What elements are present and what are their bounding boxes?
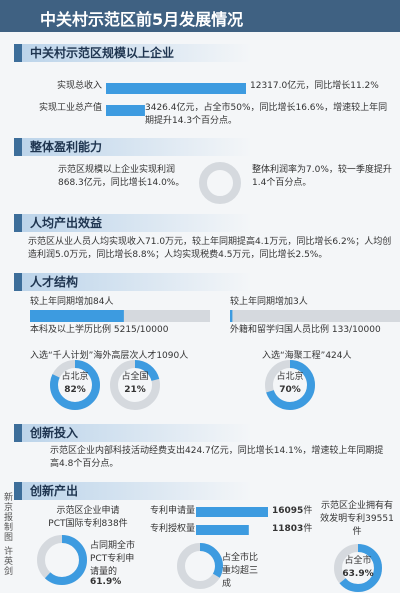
- title: 中关村示范区前5月发展情况: [40, 10, 244, 29]
- bar-label: 专利申请量: [150, 506, 196, 516]
- talent-text: 入选“海聚工程”424人: [262, 351, 352, 361]
- section-title: 人才结构: [30, 275, 79, 289]
- bar: [106, 83, 246, 94]
- bar-label: 实现总收入: [56, 81, 102, 91]
- ring-value: 70%: [279, 385, 301, 395]
- section-title: 中关村示范区规模以上企业: [30, 46, 175, 60]
- section-bar: [14, 424, 252, 442]
- bar-text: 12317.0亿元，同比增长11.2%: [250, 81, 379, 91]
- paragraph: 示范区企业拥有有效发明专利39551件: [320, 501, 394, 537]
- section-title: 创新产出: [30, 484, 79, 498]
- bar: [196, 525, 249, 535]
- ring-value: 82%: [64, 385, 86, 395]
- bar: [196, 507, 268, 517]
- ring: [334, 544, 382, 592]
- ring-value: 63.9%: [342, 569, 374, 579]
- decorative-ring: [177, 162, 241, 589]
- bar-value: 11803: [272, 524, 304, 534]
- bar: [30, 310, 124, 322]
- unit: 件: [303, 506, 313, 516]
- bar-label: 实现工业总产值: [38, 103, 102, 113]
- section-title: 人均产出效益: [30, 216, 103, 230]
- paragraph: 占同期全市PCT专利申请量的: [90, 541, 136, 577]
- section-bar: [14, 44, 252, 62]
- ring-caption: 占北京: [276, 372, 304, 382]
- ring: [110, 360, 160, 410]
- ring-caption: 占全市: [344, 556, 372, 566]
- bar-value: 16095: [272, 506, 304, 516]
- ring: [265, 360, 315, 410]
- bar-label: 专利授权量: [150, 524, 196, 534]
- paragraph: 占全市比重均超三成: [222, 553, 259, 589]
- paragraph: 示范区企业内部科技活动经费支出424.7亿元，同比增长14.1%，增速较上年同期…: [50, 446, 384, 469]
- credit: 新京报制图 许英剑: [2, 492, 12, 576]
- section-bar: [14, 138, 252, 156]
- section-bar: [14, 482, 252, 500]
- bar-text: 3426.4亿元，占全市50%，同比增长16.6%，增速较上年同期提升14.3个…: [145, 103, 388, 126]
- ratio-note: 较上年同期增加3人: [230, 297, 308, 307]
- ring-caption: 占全国: [121, 372, 149, 382]
- ring-value: 21%: [124, 385, 146, 395]
- header: [0, 0, 400, 32]
- ratio-note: 较上年同期增加84人: [30, 297, 114, 307]
- section-bar: [14, 214, 252, 232]
- unit: 件: [303, 524, 313, 534]
- ring: [37, 535, 87, 585]
- paragraph: 整体利润率为7.0%，较一季度提升1.4个百分点。: [252, 165, 392, 188]
- bar: [106, 105, 145, 116]
- talent-text: 入选“千人计划”海外高层次人才1090人: [30, 351, 189, 361]
- ring-caption: 占北京: [61, 372, 89, 382]
- section-bar: [14, 273, 252, 291]
- ring: [50, 360, 100, 410]
- ring-value: 61.9%: [90, 577, 122, 587]
- ratio-label: 外籍和留学归国人员比例 133/10000: [230, 325, 381, 335]
- section-title: 创新投入: [30, 426, 79, 440]
- bar: [230, 310, 233, 322]
- paragraph: 示范区规模以上企业实现利润868.3亿元，同比增长14.0%。: [58, 165, 185, 188]
- section-title: 整体盈利能力: [30, 140, 103, 154]
- ratio-label: 本科及以上学历比例 5215/10000: [30, 325, 169, 335]
- bar-track: [230, 310, 400, 322]
- paragraph: 示范区从业人员人均实现收入71.0万元，较上年同期提高4.1万元，同比增长6.2…: [28, 237, 392, 260]
- paragraph: 示范区企业申请PCT国际专利838件: [48, 506, 128, 529]
